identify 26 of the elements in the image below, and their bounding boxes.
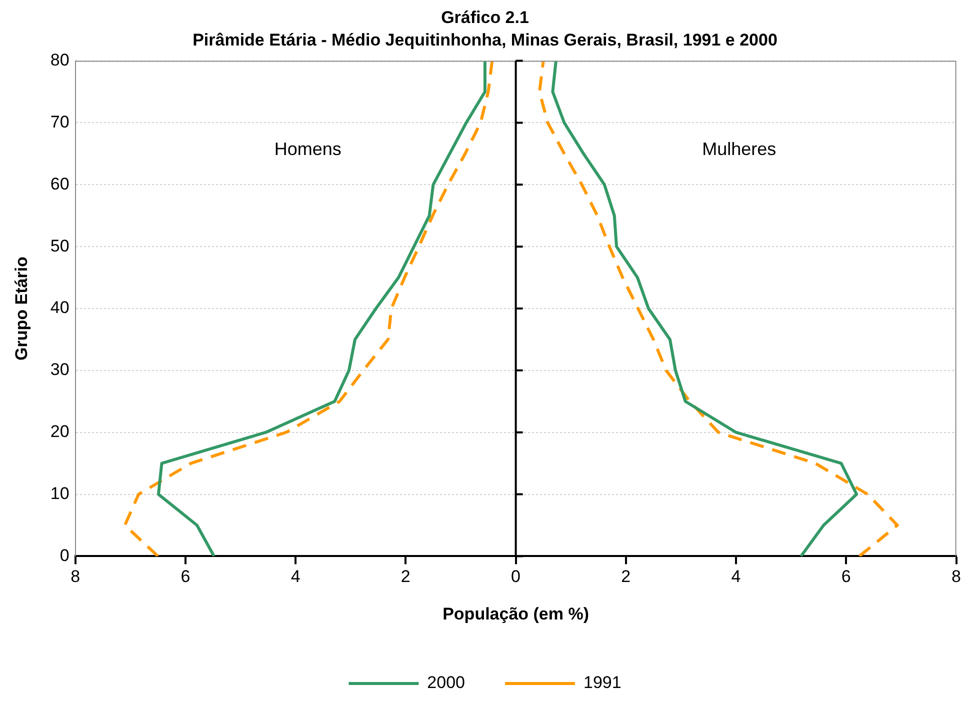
- x-tick-label: 8: [70, 567, 80, 586]
- annotation: Mulheres: [702, 138, 776, 159]
- y-tick-label: 20: [50, 422, 70, 442]
- x-axis-title: População (em %): [442, 604, 589, 624]
- y-tick-label: 80: [50, 50, 70, 70]
- y-axis-title: Grupo Etário: [12, 256, 31, 360]
- x-tick-label: 4: [731, 567, 741, 586]
- y-tick-label: 10: [50, 484, 70, 503]
- legend-label: 2000: [427, 673, 466, 692]
- x-tick-label: 4: [290, 567, 300, 586]
- legend-label: 1991: [584, 673, 622, 692]
- y-tick-label: 30: [50, 360, 70, 380]
- y-tick-label: 70: [50, 112, 70, 132]
- x-tick-label: 2: [621, 567, 631, 586]
- x-tick-label: 6: [180, 567, 190, 586]
- y-tick-label: 60: [50, 174, 70, 194]
- annotation: Homens: [274, 138, 342, 159]
- chart-title: Gráfico 2.1: [441, 8, 529, 27]
- y-tick-label: 0: [60, 546, 70, 565]
- x-tick-label: 8: [952, 567, 962, 586]
- chart-subtitle: Pirâmide Etária - Médio Jequitinhonha, Minas Gerais, Brasil, 1991 e 2000: [192, 30, 778, 50]
- x-tick-label: 2: [400, 567, 410, 586]
- x-tick-label: 6: [841, 567, 851, 586]
- x-tick-label: 0: [511, 567, 521, 586]
- y-tick-label: 50: [50, 236, 70, 256]
- y-tick-label: 40: [50, 298, 70, 318]
